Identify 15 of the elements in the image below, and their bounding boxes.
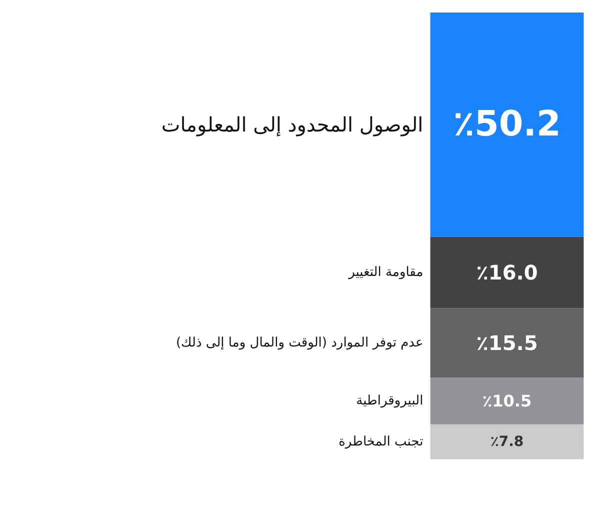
series-label: مقاومة التغيير <box>348 264 424 280</box>
series-label: الوصول المحدود إلى المعلومات <box>161 112 424 137</box>
data-label: ٪10.5 <box>482 391 532 410</box>
bar <box>430 12 584 237</box>
data-label: ٪7.8 <box>490 434 524 450</box>
series-label: تجنب المخاطرة <box>338 434 424 450</box>
bar <box>430 308 584 378</box>
data-label: ٪15.5 <box>476 330 538 355</box>
data-label: ٪16.0 <box>476 260 538 284</box>
series-label: عدم توفر الموارد (الوقت والمال وما إلى ذلك) <box>176 335 424 350</box>
series-label: البيروقراطية <box>356 393 424 408</box>
data-label: ٪50.2 <box>453 104 561 145</box>
bar <box>430 424 584 460</box>
bar <box>430 377 584 424</box>
bar <box>430 236 584 308</box>
